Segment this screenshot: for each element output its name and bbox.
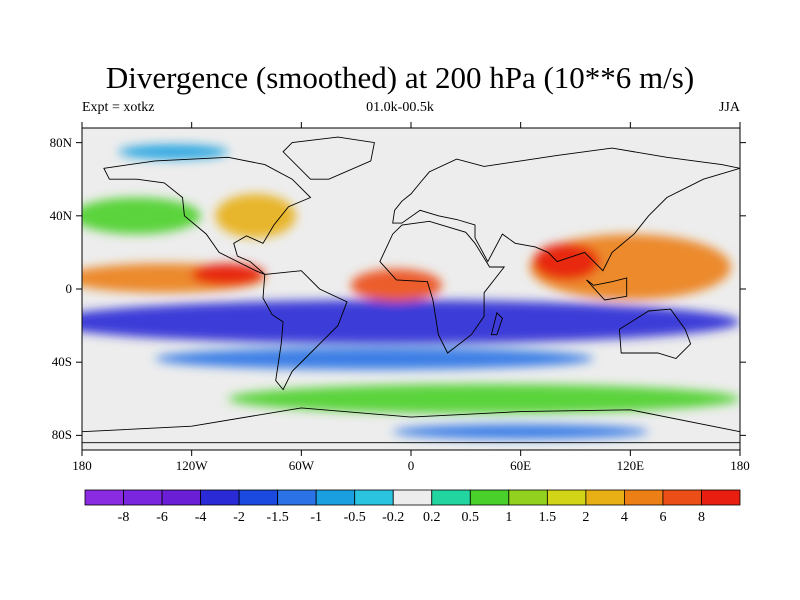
lon-label: 180	[72, 458, 92, 473]
lon-label: 0	[407, 458, 415, 473]
colorbar-label: -6	[156, 510, 168, 525]
colorbar-swatch	[277, 489, 317, 506]
lon-label: 120W	[175, 458, 208, 473]
colorbar-label: 1	[505, 510, 513, 525]
field-antarctic-edge-blue	[392, 424, 649, 440]
colorbar-label: -1	[310, 510, 322, 525]
field-indian-ocean-divergence	[533, 243, 600, 280]
colorbar-swatch	[585, 489, 625, 506]
coastline-africa	[379, 220, 506, 354]
experiment-label: Expt = xotkz	[82, 100, 155, 115]
field-arctic-blue	[118, 144, 229, 160]
field-subtropical-south-blue	[155, 347, 594, 370]
colorbar-swatch	[161, 489, 201, 506]
field-north-pacific-convergence	[82, 197, 201, 235]
lon-label: 60E	[510, 458, 532, 473]
lat-label: 0	[65, 281, 73, 296]
colorbar-label: 8	[697, 510, 705, 525]
coastline-madagascar	[490, 311, 503, 336]
colorbar-label: 2	[582, 510, 590, 525]
lat-label: 80S	[51, 427, 72, 443]
field-atlantic-max	[350, 268, 443, 302]
colorbar-swatch	[701, 489, 741, 506]
colorbar-swatch	[431, 489, 471, 506]
lat-label: 40S	[51, 354, 72, 370]
colorbar-swatch	[123, 489, 163, 506]
colorbar-swatch	[546, 489, 587, 506]
colorbar-label: 1.5	[538, 510, 557, 525]
coastline-south-america	[262, 270, 348, 391]
colorbar-label: -1.5	[266, 510, 289, 525]
colorbar-label: 4	[620, 510, 628, 525]
coastline-australia	[618, 308, 692, 360]
colorbar-label: -8	[117, 510, 130, 525]
colorbar-swatch	[200, 489, 240, 506]
colorbar-label: -0.2	[382, 510, 405, 525]
coastline-eurasia	[392, 147, 740, 272]
colorbar-swatch	[392, 489, 433, 506]
lat-label: 40N	[49, 207, 72, 223]
colorbar-label: 6	[659, 510, 667, 525]
coastline-antarctica	[82, 407, 740, 444]
field-southern-ocean-convergence	[228, 384, 740, 414]
colorbar-swatch	[469, 489, 510, 506]
colorbar-label: -2	[233, 510, 245, 525]
lon-label: 60W	[288, 458, 314, 473]
season-label: JJA	[718, 100, 740, 115]
lat-label: 80N	[49, 134, 72, 150]
colorbar-swatch	[662, 489, 702, 506]
colorbar-label: -0.5	[343, 510, 366, 525]
field-tropical-convergence-band	[82, 299, 740, 344]
coastline-north-america	[103, 156, 312, 275]
colorbar-swatch	[508, 489, 548, 506]
field-north-america-divergence	[215, 193, 296, 238]
coastline-borneo-sumatra	[586, 277, 628, 301]
field-east-pacific-max	[191, 263, 265, 286]
colorbar-swatch	[624, 489, 664, 506]
lon-label: 120E	[616, 458, 645, 473]
period-label: 01.0k-00.5k	[366, 100, 434, 115]
colorbar-swatch	[354, 489, 394, 506]
colorbar-swatch	[84, 489, 124, 506]
colorbar-label: 0.5	[461, 510, 480, 525]
colorbar-label: -4	[194, 510, 207, 525]
colorbar-label: 0.2	[423, 510, 441, 525]
colorbar-swatch	[238, 489, 279, 506]
lon-label: 180	[730, 458, 750, 473]
coastline-greenland	[282, 136, 375, 180]
colorbar-swatch	[315, 489, 356, 506]
map-title: Divergence (smoothed) at 200 hPa (10**6 …	[105, 60, 695, 95]
